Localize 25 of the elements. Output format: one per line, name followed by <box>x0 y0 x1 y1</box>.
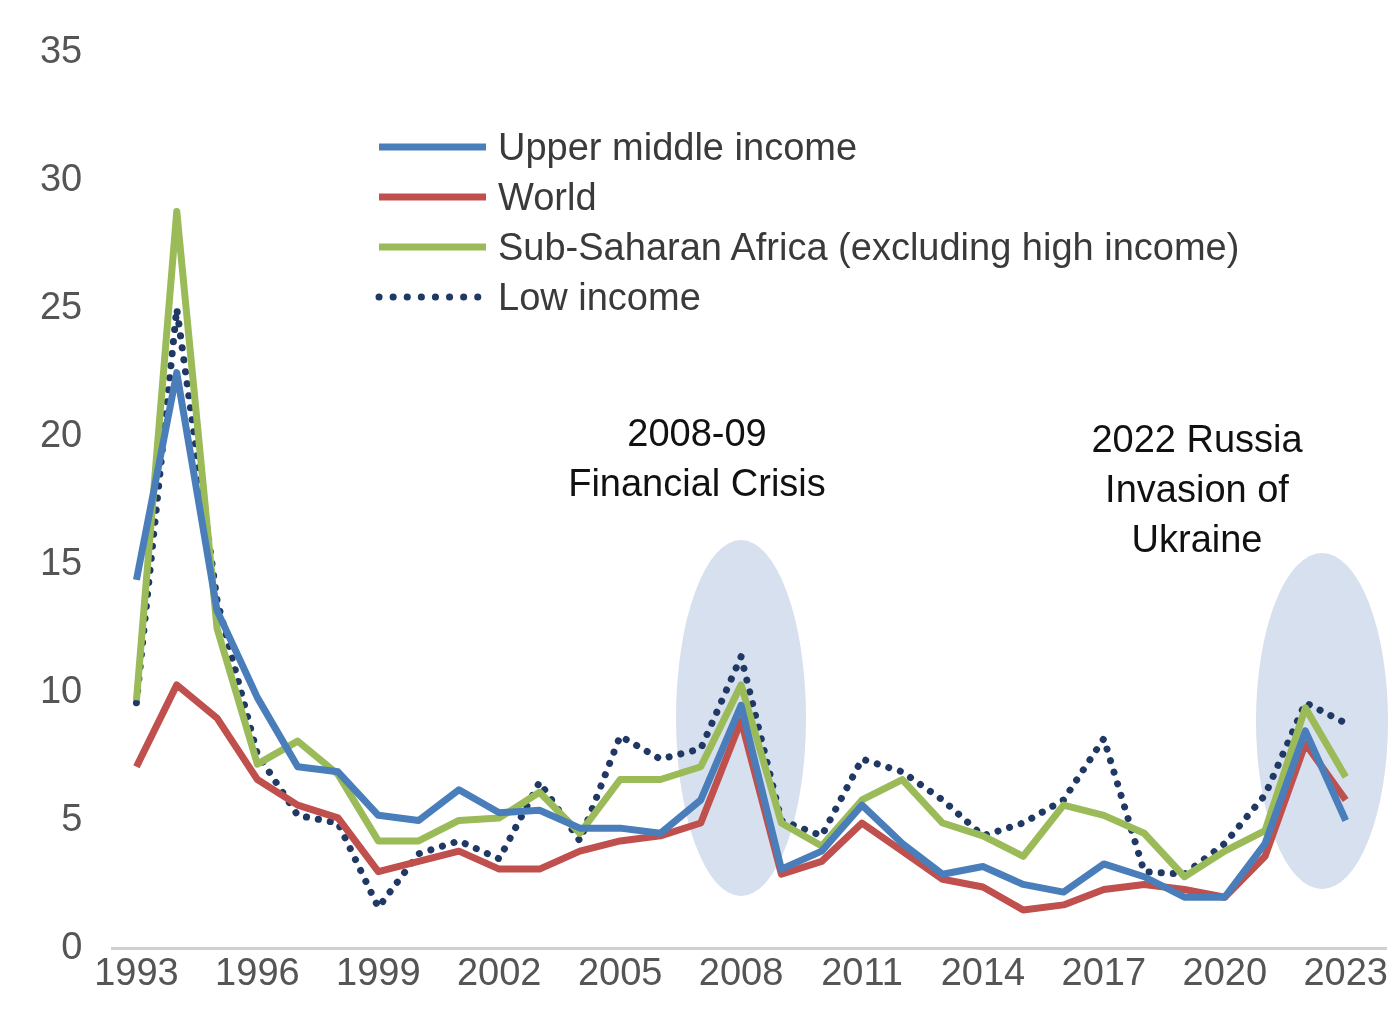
x-tick-label: 2020 <box>1182 950 1268 993</box>
y-tick-label: 35 <box>39 29 83 72</box>
annotation: 2022 Russia Invasion of Ukraine <box>1091 418 1304 561</box>
x-tick-label: 2011 <box>821 950 903 993</box>
y-tick-label: 30 <box>39 157 83 200</box>
y-tick-label: 10 <box>39 669 83 711</box>
y-tick-label: 0 <box>61 924 83 967</box>
x-tick-label: 2002 <box>456 950 542 993</box>
legend-label: Upper middle income <box>498 125 858 170</box>
x-tick-label: 1999 <box>336 950 421 993</box>
y-tick-label: 25 <box>39 285 83 328</box>
x-tick-label: 2017 <box>1061 950 1147 993</box>
legend-label: Low income <box>498 275 701 320</box>
x-tick-label: 2005 <box>577 950 663 993</box>
annotation: 2008-09 Financial Crisis <box>568 412 826 505</box>
x-tick-label: 2008 <box>698 950 784 993</box>
x-tick-label: 2023 <box>1303 950 1388 993</box>
y-tick-label: 5 <box>61 796 83 839</box>
legend-label: Sub-Saharan Africa (excluding high income) <box>498 225 1240 270</box>
legend-label: World <box>498 175 597 220</box>
y-tick-label: 15 <box>39 541 83 584</box>
x-tick-label: 1996 <box>215 950 300 993</box>
x-tick-label: 2014 <box>940 950 1026 993</box>
x-tick-label: 1993 <box>94 950 179 993</box>
y-tick-label: 20 <box>39 413 83 456</box>
